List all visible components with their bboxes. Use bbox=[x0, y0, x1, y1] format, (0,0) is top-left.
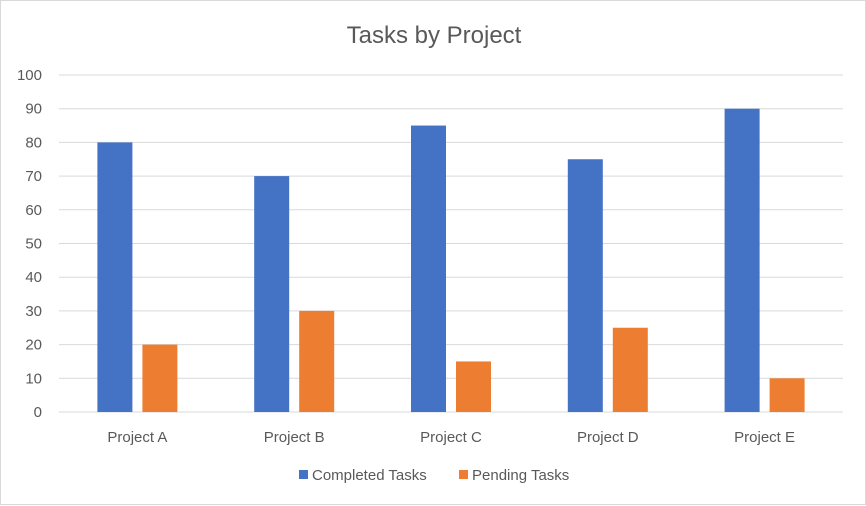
legend-swatch-completed bbox=[299, 470, 308, 479]
bar-completed-1 bbox=[97, 142, 133, 412]
x-axis-categories: Project A Project B Project C Project D Proj… bbox=[107, 429, 795, 446]
x-category-label: Project C bbox=[420, 429, 482, 446]
y-tick-label: 100 bbox=[17, 67, 42, 84]
y-tick-label: 40 bbox=[25, 269, 42, 286]
x-category-label: Project A bbox=[107, 429, 167, 446]
y-tick-label: 90 bbox=[25, 101, 42, 118]
legend: Completed Tasks Pending Tasks bbox=[299, 467, 569, 484]
y-tick-label: 60 bbox=[25, 202, 42, 219]
y-tick-label: 10 bbox=[25, 370, 42, 387]
legend-label-completed: Completed Tasks bbox=[312, 467, 427, 484]
x-category-label: Project D bbox=[577, 429, 639, 446]
y-tick-label: 0 bbox=[34, 404, 42, 421]
x-category-label: Project E bbox=[734, 429, 795, 446]
bar-completed-2 bbox=[254, 176, 290, 412]
legend-label-pending: Pending Tasks bbox=[472, 467, 569, 484]
bar-pending-2 bbox=[299, 310, 335, 412]
bar-completed-3 bbox=[411, 125, 446, 413]
y-tick-label: 80 bbox=[25, 134, 42, 151]
bar-pending-4 bbox=[612, 327, 648, 412]
gridlines bbox=[59, 74, 843, 413]
bar-pending-5 bbox=[769, 378, 805, 412]
y-tick-label: 50 bbox=[25, 236, 42, 253]
bar-pending-3 bbox=[456, 361, 491, 412]
y-tick-label: 20 bbox=[25, 337, 42, 354]
bar-pending-1 bbox=[142, 344, 178, 412]
x-category-label: Project B bbox=[264, 429, 325, 446]
chart-title: Tasks by Project bbox=[347, 22, 522, 49]
bar-completed-5 bbox=[724, 108, 760, 412]
y-axis-ticks: 0 10 20 30 40 50 60 70 80 90 100 bbox=[17, 67, 42, 421]
bars bbox=[97, 108, 805, 413]
bar-completed-4 bbox=[567, 159, 603, 412]
y-tick-label: 30 bbox=[25, 303, 42, 320]
legend-swatch-pending bbox=[459, 470, 468, 479]
y-tick-label: 70 bbox=[25, 168, 42, 185]
